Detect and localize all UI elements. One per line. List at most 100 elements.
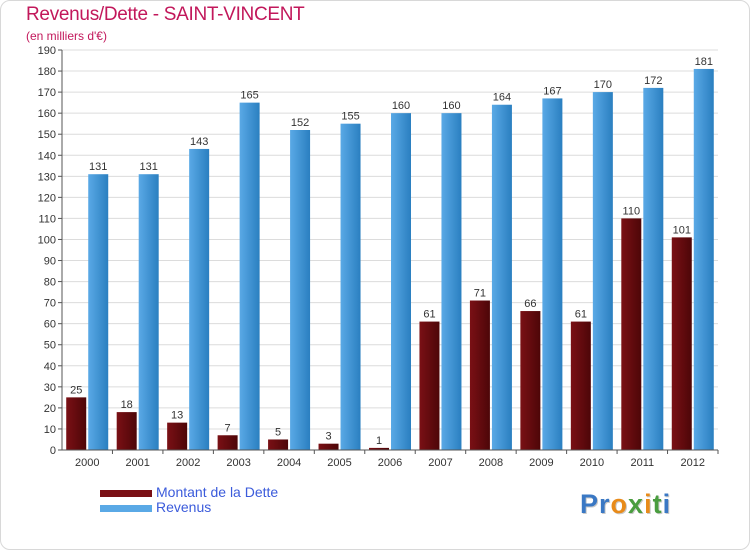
- debt-value-label: 25: [70, 384, 82, 396]
- logo-letter: i: [662, 489, 672, 519]
- logo-letter: o: [610, 489, 629, 519]
- revenue-value-label: 170: [594, 79, 612, 91]
- data-labels: 25 131 18 131 13 143 7 165 5 152 3 155 1 160 61 160 71 16…: [70, 56, 713, 447]
- revenue-bar: [189, 148, 210, 450]
- revenue-value-label: 165: [240, 90, 258, 102]
- debt-value-label: 13: [171, 410, 183, 422]
- revenue-value-label: 152: [291, 117, 309, 129]
- revenue-value-label: 131: [140, 161, 158, 173]
- revenue-bar: [391, 113, 411, 450]
- y-tick-label: 90: [44, 256, 56, 268]
- legend-swatch-debt: [100, 490, 152, 497]
- debt-bar: [369, 447, 389, 450]
- revenue-bar: [88, 174, 109, 451]
- logo-letter: P: [580, 489, 600, 519]
- debt-bar: [419, 321, 440, 450]
- debt-bar: [167, 422, 188, 450]
- debt-value-label: 18: [121, 399, 133, 411]
- x-tick-label: 2002: [176, 457, 200, 469]
- debt-value-label: 61: [575, 309, 587, 321]
- revenue-value-label: 172: [644, 75, 662, 87]
- y-tick-label: 180: [38, 66, 56, 78]
- y-tick-label: 30: [44, 382, 56, 394]
- revenue-bar: [441, 113, 462, 450]
- debt-value-label: 110: [623, 205, 641, 217]
- revenue-bar: [643, 87, 664, 450]
- revenue-bar: [491, 104, 512, 450]
- x-tick-label: 2000: [75, 457, 99, 469]
- revenue-value-label: 143: [190, 136, 208, 148]
- debt-bar: [318, 443, 339, 450]
- revenue-bar: [340, 123, 361, 451]
- debt-bar: [671, 237, 692, 450]
- revenue-value-label: 164: [493, 92, 511, 104]
- chart-subtitle: (en milliers d'€): [26, 29, 107, 43]
- x-axis: 2000 2001 2002 2003 2004 2005 2006 2007 2008 2009…: [62, 449, 719, 469]
- proxiti-logo: Proxiti: [580, 489, 671, 520]
- debt-value-label: 5: [275, 426, 281, 438]
- y-tick-label: 130: [38, 171, 56, 183]
- y-tick-label: 100: [38, 234, 56, 246]
- debt-bar: [116, 412, 137, 450]
- debt-bar: [66, 397, 87, 450]
- x-tick-label: 2004: [277, 457, 301, 469]
- x-tick-label: 2003: [226, 457, 250, 469]
- revenue-bar: [239, 102, 260, 450]
- revenue-value-label: 160: [392, 100, 410, 112]
- y-tick-label: 70: [44, 298, 56, 310]
- logo-letter: x: [628, 489, 645, 519]
- y-tick-label: 120: [38, 192, 56, 204]
- x-tick-label: 2012: [681, 457, 705, 469]
- debt-value-label: 1: [376, 435, 382, 447]
- y-tick-label: 0: [50, 445, 56, 457]
- y-axis: 0 10 20 30 40 50 60 70 80 90 100 110 120 130 140 150 160…: [38, 45, 63, 457]
- legend-label-debt: Montant de la Dette: [156, 484, 279, 500]
- debt-value-label: 7: [225, 422, 231, 434]
- logo-letter: t: [652, 489, 663, 519]
- logo-letter: i: [644, 489, 653, 519]
- debt-bar: [621, 218, 642, 450]
- debt-value-label: 101: [673, 224, 691, 236]
- y-tick-label: 160: [38, 108, 56, 120]
- revenue-value-label: 181: [695, 56, 713, 68]
- revenue-bar: [542, 98, 563, 450]
- revenue-bar: [290, 130, 311, 450]
- bars: [66, 68, 714, 451]
- y-tick-label: 150: [38, 129, 56, 141]
- revenue-bar: [592, 92, 613, 451]
- revenue-bar: [693, 68, 714, 451]
- debt-bar: [469, 300, 490, 450]
- x-tick-label: 2008: [479, 457, 503, 469]
- y-tick-label: 170: [38, 87, 56, 99]
- revenue-value-label: 131: [89, 161, 107, 173]
- grid-lines: [62, 49, 718, 430]
- x-tick-label: 2005: [327, 457, 351, 469]
- debt-bar: [520, 311, 541, 450]
- debt-value-label: 3: [325, 431, 331, 443]
- revenue-value-label: 160: [442, 100, 460, 112]
- x-tick-label: 2006: [378, 457, 402, 469]
- legend-label-revenue: Revenus: [156, 499, 212, 515]
- y-tick-label: 10: [44, 424, 56, 436]
- x-tick-label: 2010: [580, 457, 604, 469]
- y-tick-label: 50: [44, 340, 56, 352]
- y-tick-label: 20: [44, 403, 56, 415]
- y-tick-label: 60: [44, 319, 56, 331]
- x-tick-label: 2009: [529, 457, 553, 469]
- x-tick-label: 2011: [630, 457, 654, 469]
- debt-value-label: 61: [423, 309, 435, 321]
- x-tick-label: 2001: [125, 457, 149, 469]
- revenue-value-label: 155: [341, 111, 359, 123]
- debt-value-label: 71: [474, 288, 486, 300]
- revenue-bar: [138, 174, 159, 451]
- y-tick-label: 190: [38, 45, 56, 57]
- y-tick-label: 140: [38, 150, 56, 162]
- debt-bar: [268, 439, 289, 450]
- legend-swatch-revenue: [100, 505, 152, 512]
- y-tick-label: 40: [44, 361, 56, 373]
- debt-value-label: 66: [524, 298, 536, 310]
- chart-title: Revenus/Dette - SAINT-VINCENT: [26, 4, 305, 25]
- y-tick-label: 80: [44, 277, 56, 289]
- logo-letter: r: [599, 489, 611, 519]
